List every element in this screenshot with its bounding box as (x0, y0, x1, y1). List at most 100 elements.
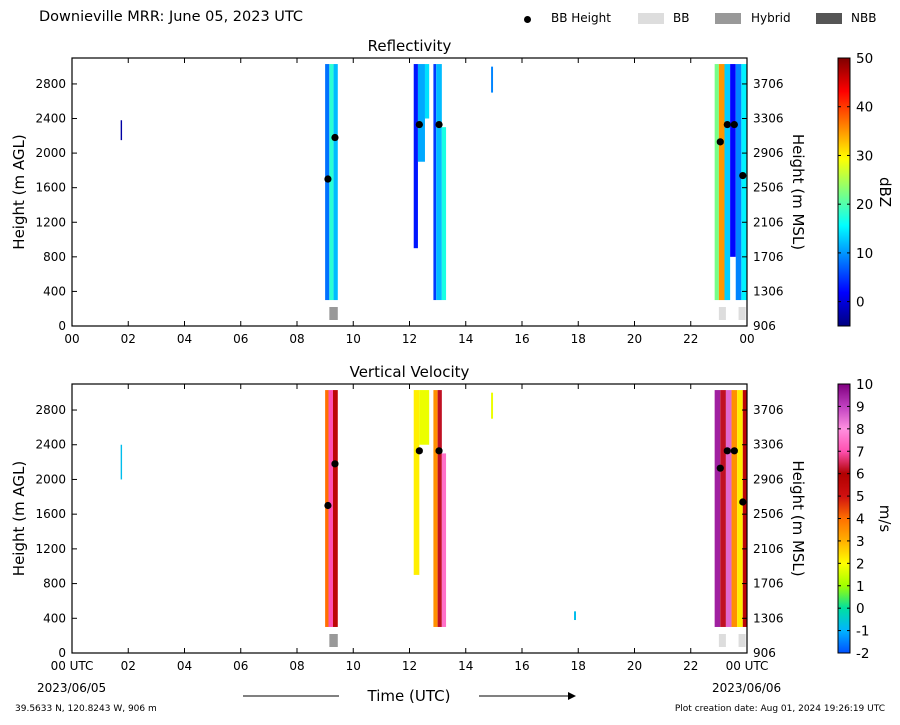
echo-column (441, 127, 447, 301)
echo-column (433, 390, 438, 627)
echo-column (737, 390, 743, 627)
x-tick-label: 08 (289, 659, 304, 673)
y-right-tick-label: 1706 (753, 250, 784, 264)
y-tick-label: 400 (43, 611, 66, 625)
colorbar-tick-label: 50 (856, 51, 873, 67)
bb-height-point (730, 120, 738, 129)
y-axis-label: Height (m AGL) (10, 134, 28, 249)
y-right-tick-label: 2906 (753, 146, 784, 160)
x-tick-label: 18 (571, 659, 586, 673)
colorbar-tick-label: 2 (856, 556, 865, 572)
echo-column (419, 390, 430, 445)
y-tick-label: 2800 (35, 77, 66, 91)
echo-column (491, 392, 494, 419)
bb-height-point (739, 498, 747, 506)
x-axis-label: Time (UTC) (367, 687, 451, 705)
y-right-axis-label: Height (m MSL) (789, 460, 807, 576)
legend-dot-icon (524, 16, 531, 23)
colorbar-tick-label: 0 (856, 295, 865, 311)
x-tick-label: 02 (121, 332, 136, 346)
y-tick-label: 2400 (35, 112, 66, 126)
bb-height-point (415, 120, 423, 129)
bb-height-point (415, 447, 423, 455)
plot-frame (71, 57, 748, 327)
y-right-tick-label: 1306 (753, 284, 784, 298)
bb-height-point (730, 447, 738, 455)
legend-box-nbb (816, 13, 842, 24)
location-text: 39.5633 N, 120.8243 W, 906 m (15, 704, 157, 714)
bb-type-box (718, 307, 726, 320)
colorbar (837, 57, 851, 327)
x-tick-label: 18 (571, 332, 586, 346)
y-right-tick-label: 2906 (753, 472, 784, 486)
echo-column (333, 390, 338, 627)
y-tick-label: 1200 (35, 542, 66, 556)
legend-label-bb: BB (673, 11, 690, 25)
echo-column (120, 444, 123, 480)
bb-type-box (329, 634, 338, 647)
bb-height-point (324, 175, 332, 183)
bb-height-point (739, 171, 747, 180)
bb-height-point (716, 138, 724, 146)
y-right-tick-label: 3306 (753, 112, 784, 126)
bb-height-point (435, 447, 443, 455)
y-right-tick-label: 3706 (753, 77, 784, 91)
echo-column (714, 390, 721, 627)
echo-column (730, 64, 736, 257)
x-tick-label: 08 (289, 332, 304, 346)
colorbar-tick-label: 0 (856, 601, 865, 617)
echo-column (328, 390, 333, 627)
echo-column (735, 64, 742, 301)
x-tick-label: 00 UTC (726, 659, 769, 673)
y-tick-label: 1600 (35, 181, 66, 195)
y-right-tick-label: 2106 (753, 542, 784, 556)
echo-column (741, 64, 747, 301)
bb-height-point (331, 133, 339, 142)
x-tick-label: 20 (627, 659, 642, 673)
y-tick-label: 2000 (35, 146, 66, 160)
y-tick-label: 800 (43, 250, 66, 264)
creation-date-text: Plot creation date: Aug 01, 2024 19:26:1… (674, 704, 885, 714)
y-right-tick-label: 2106 (753, 215, 784, 229)
legend-box-bb (638, 13, 664, 24)
echo-column (714, 64, 719, 301)
colorbar-tick-label: -1 (856, 624, 869, 640)
y-tick-label: 2000 (35, 472, 66, 486)
y-axis-label: Height (m AGL) (10, 461, 28, 576)
y-tick-label: 400 (43, 284, 66, 298)
colorbar-tick-label: 7 (856, 444, 865, 460)
colorbar-tick-label: 20 (856, 197, 873, 213)
x-tick-label: 20 (627, 332, 642, 346)
y-right-tick-label: 1706 (753, 577, 784, 591)
x-tick-label: 14 (458, 332, 473, 346)
x-tick-label: 22 (683, 659, 698, 673)
y-tick-label: 2400 (35, 438, 66, 452)
x-tick-label: 10 (346, 659, 361, 673)
y-tick-label: 1200 (35, 215, 66, 229)
echo-column (120, 120, 123, 141)
x-tick-label: 02 (121, 659, 136, 673)
y-right-tick-label: 1306 (753, 611, 784, 625)
bb-height-point (716, 464, 724, 472)
y-tick-label: 1600 (35, 507, 66, 521)
y-tick-label: 2800 (35, 403, 66, 417)
colorbar-tick-label: 8 (856, 422, 865, 438)
bb-type-box (718, 634, 726, 647)
y-right-tick-label: 2506 (753, 181, 784, 195)
x-tick-label: 10 (346, 332, 361, 346)
echo-column (491, 66, 494, 93)
bb-height-point (435, 120, 443, 129)
x-tick-label: 00 UTC (51, 659, 94, 673)
bb-height-point (723, 120, 731, 129)
time-arrow-icon (568, 692, 576, 700)
colorbar-tick-label: 30 (856, 148, 873, 164)
echo-column (441, 453, 447, 627)
legend-label-hybrid: Hybrid (751, 11, 791, 25)
bb-type-box (738, 634, 746, 647)
x-tick-label: 22 (683, 332, 698, 346)
colorbar-tick-label: 10 (856, 377, 873, 393)
echo-column (720, 390, 726, 627)
end-date-label: 2023/06/06 (712, 681, 782, 695)
x-tick-label: 06 (233, 332, 248, 346)
